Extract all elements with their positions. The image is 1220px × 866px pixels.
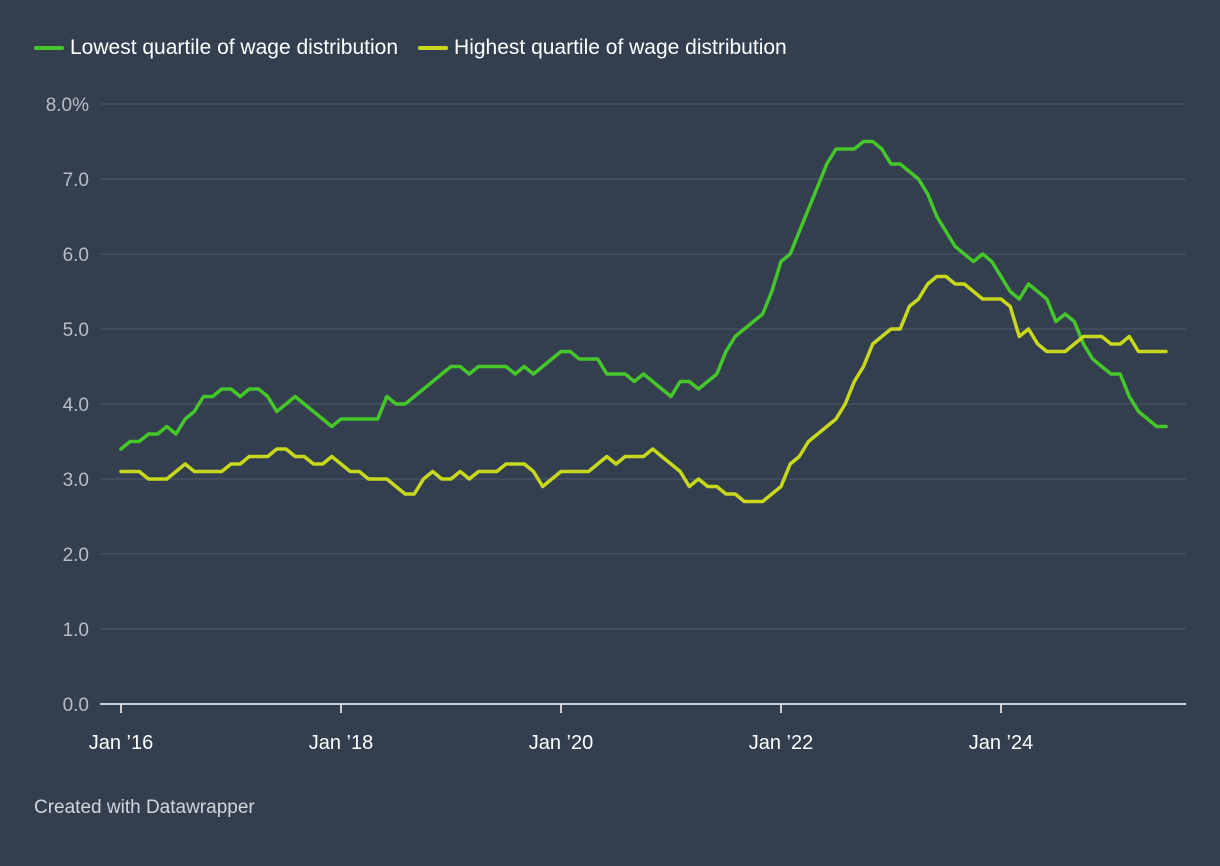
x-tick-label-1: Jan ’18 <box>309 732 374 754</box>
series-line-lowest-quartile <box>119 139 1168 451</box>
footer-credit: Created with Datawrapper <box>34 797 255 818</box>
y-tick-label-1: 1.0 <box>63 620 89 641</box>
y-tick-label-5: 5.0 <box>63 320 89 341</box>
y-tick-label-3: 3.0 <box>63 470 89 491</box>
x-tick-label-0: Jan ’16 <box>89 732 154 754</box>
y-tick-label-4: 4.0 <box>63 395 89 416</box>
y-tick-label-7: 7.0 <box>63 170 89 191</box>
legend-label-highest-quartile: Highest quartile of wage distribution <box>454 36 787 59</box>
series-line-highest-quartile <box>119 274 1168 504</box>
chart-legend: Lowest quartile of wage distribution Hig… <box>34 36 787 60</box>
y-tick-label-8: 8.0% <box>46 95 89 116</box>
legend-item-lowest-quartile: Lowest quartile of wage distribution <box>34 36 398 60</box>
legend-swatch-highest-quartile <box>418 46 449 50</box>
y-tick-label-2: 2.0 <box>63 545 89 566</box>
x-tick-label-3: Jan ’22 <box>749 732 814 754</box>
legend-swatch-lowest-quartile <box>34 46 64 50</box>
legend-label-lowest-quartile: Lowest quartile of wage distribution <box>70 36 399 59</box>
legend-item-highest-quartile: Highest quartile of wage distribution <box>418 36 787 60</box>
y-tick-label-0: 0.0 <box>63 695 89 716</box>
x-tick-label-4: Jan ’24 <box>969 732 1034 754</box>
y-tick-label-6: 6.0 <box>63 245 89 266</box>
x-tick-label-2: Jan ’20 <box>529 732 594 754</box>
